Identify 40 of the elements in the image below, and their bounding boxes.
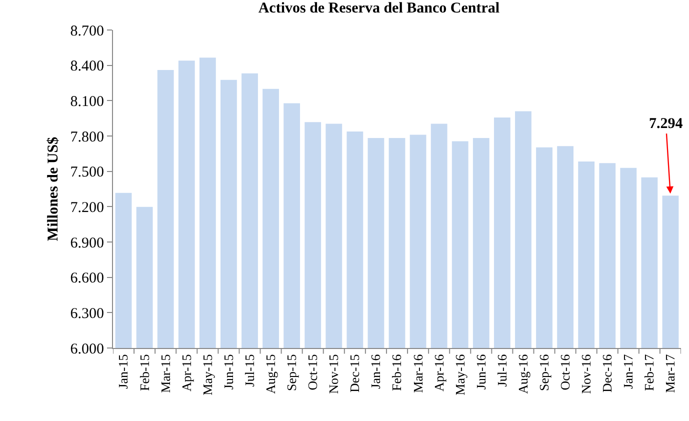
x-tick-label: Nov-16 — [578, 354, 594, 394]
x-tick-label: Oct-15 — [305, 354, 320, 390]
annotation: 7.294 — [649, 116, 684, 132]
y-tick-label: 8.100 — [70, 94, 104, 110]
y-tick-label: 7.200 — [70, 200, 104, 216]
y-tick-label: 6.000 — [70, 341, 104, 358]
x-tick-label: Jun-15 — [220, 354, 236, 390]
y-axis-title: Millones de US$ — [46, 136, 62, 242]
y-tick-label: 8.400 — [70, 58, 104, 75]
x-tick-label: Jan-16 — [368, 354, 384, 389]
x-tick-label: Jan-17 — [620, 354, 636, 389]
x-tick-label: Jun-16 — [473, 354, 488, 390]
x-tick-label: Mar-17 — [662, 354, 678, 393]
x-tick-label: Feb-15 — [136, 354, 152, 392]
x-tick-label: Nov-15 — [326, 354, 342, 394]
x-tick-label: Aug-16 — [515, 354, 530, 394]
y-tick-label: 6.900 — [70, 235, 104, 252]
x-tick-label: Apr-16 — [431, 354, 446, 392]
x-tick-label: May-16 — [452, 354, 468, 396]
x-tick-label: Aug-15 — [263, 354, 278, 394]
y-tick-label: 7.500 — [70, 164, 104, 181]
x-tick-label: Mar-15 — [158, 354, 173, 393]
x-tick-label: Feb-16 — [389, 354, 404, 392]
x-tick-label: Dec-15 — [347, 354, 362, 392]
y-tick-label: 8.700 — [70, 23, 104, 40]
x-tick-label: Dec-16 — [600, 354, 615, 392]
x-tick-label: Mar-16 — [410, 354, 426, 393]
x-tick-label: Sep-16 — [536, 354, 552, 392]
y-tick-label: 6.600 — [70, 270, 104, 287]
x-tick-label: May-15 — [200, 354, 215, 396]
y-tick-label: 7.800 — [70, 129, 104, 146]
y-tick-label: 6.300 — [70, 306, 104, 322]
x-tick-label: Oct-16 — [558, 354, 573, 390]
x-tick-label: Jul-16 — [494, 354, 510, 387]
x-tick-label: Apr-15 — [178, 354, 194, 392]
chart-title: Activos de Reserva del Banco Central — [258, 0, 500, 17]
x-tick-label: Sep-15 — [284, 354, 300, 392]
x-tick-label: Jan-15 — [116, 354, 131, 389]
x-tick-label: Jul-15 — [242, 354, 257, 387]
x-tick-label: Feb-17 — [642, 354, 657, 392]
